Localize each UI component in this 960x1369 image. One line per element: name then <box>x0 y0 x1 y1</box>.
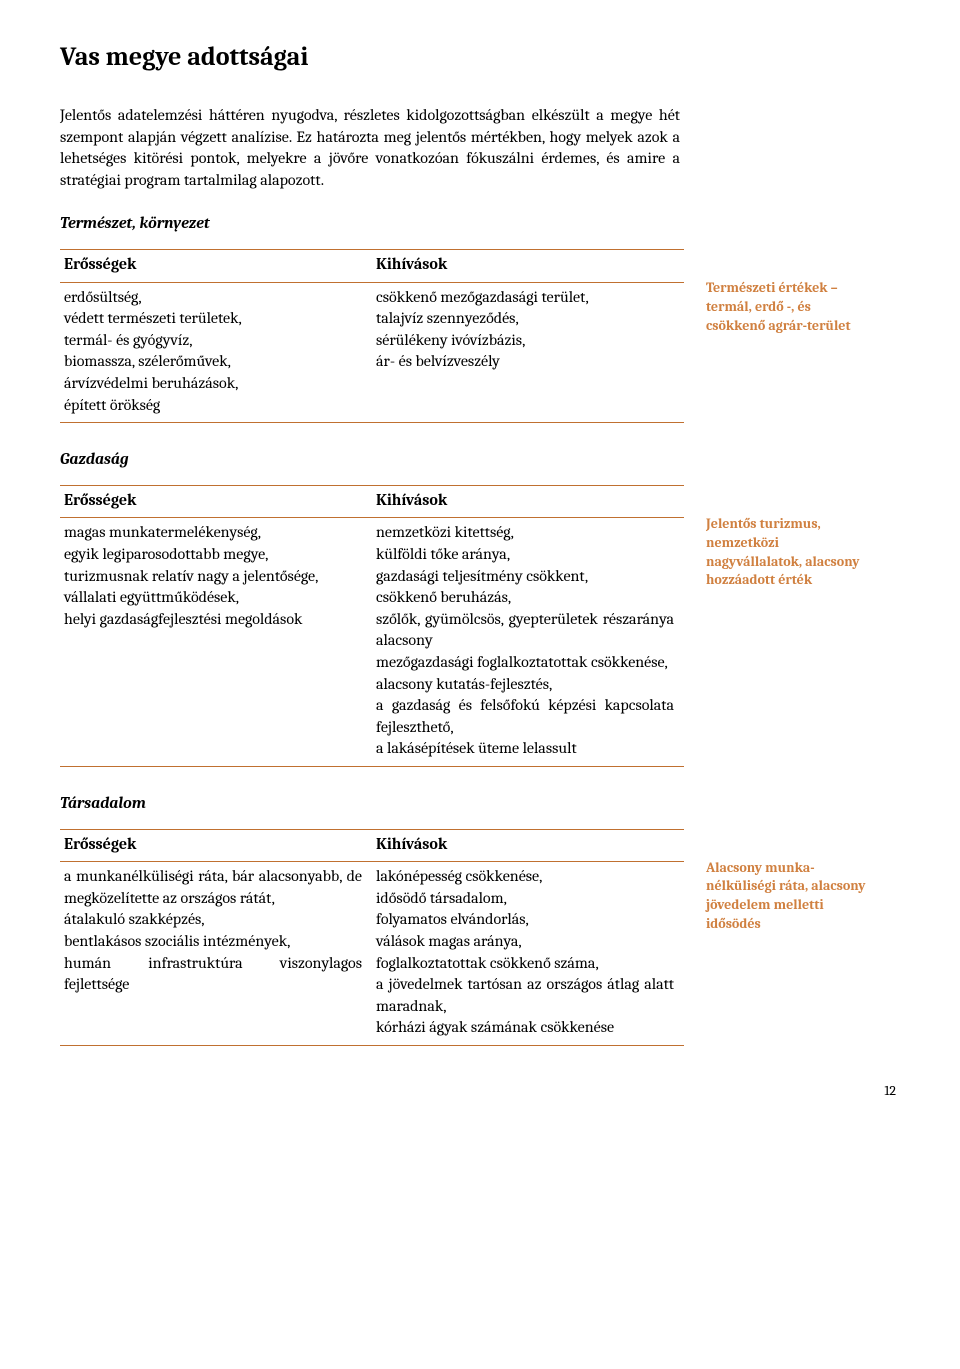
cell-challenges: lakónépesség csökkenése,idősödő társadal… <box>372 862 684 1046</box>
sidenote-gazdasag: Jelentős turizmus, nemzetközi nagyvállal… <box>706 485 866 591</box>
col-header-strengths: Erősségek <box>60 485 372 518</box>
sidenote-termeszet: Természeti értékek – termál, erdő -, és … <box>706 249 866 336</box>
col-header-strengths: Erősségek <box>60 250 372 283</box>
page-number: 12 <box>60 1082 900 1101</box>
cell-strengths: erdősültség,védett természeti területek,… <box>60 282 372 423</box>
sidenote-tarsadalom: Alacsony munka-nélküliségi ráta, alacson… <box>706 829 866 935</box>
section-row-tarsadalom: Erősségek Kihívások a munkanélküliségi r… <box>60 829 900 1046</box>
intro-paragraph: Jelentős adatelemzési háttéren nyugodva,… <box>60 105 680 191</box>
swot-table-termeszet: Erősségek Kihívások erdősültség,védett t… <box>60 249 684 423</box>
col-header-challenges: Kihívások <box>372 250 684 283</box>
col-header-challenges: Kihívások <box>372 485 684 518</box>
section-heading-termeszet: Természet, környezet <box>60 213 900 235</box>
swot-table-gazdasag: Erősségek Kihívások magas munkatermeléke… <box>60 485 684 767</box>
section-row-termeszet: Erősségek Kihívások erdősültség,védett t… <box>60 249 900 423</box>
page-title: Vas megye adottságai <box>60 40 900 75</box>
swot-table-tarsadalom: Erősségek Kihívások a munkanélküliségi r… <box>60 829 684 1046</box>
cell-challenges: csökkenő mezőgazdasági terület,talajvíz … <box>372 282 684 423</box>
cell-strengths: a munkanélküliségi ráta, bár alacsonyabb… <box>60 862 372 1046</box>
cell-strengths: magas munkatermelékenység,egyik legiparo… <box>60 518 372 767</box>
col-header-challenges: Kihívások <box>372 829 684 862</box>
section-heading-gazdasag: Gazdaság <box>60 449 900 471</box>
cell-challenges: nemzetközi kitettség,külföldi tőke arány… <box>372 518 684 767</box>
col-header-strengths: Erősségek <box>60 829 372 862</box>
section-heading-tarsadalom: Társadalom <box>60 793 900 815</box>
section-row-gazdasag: Erősségek Kihívások magas munkatermeléke… <box>60 485 900 767</box>
